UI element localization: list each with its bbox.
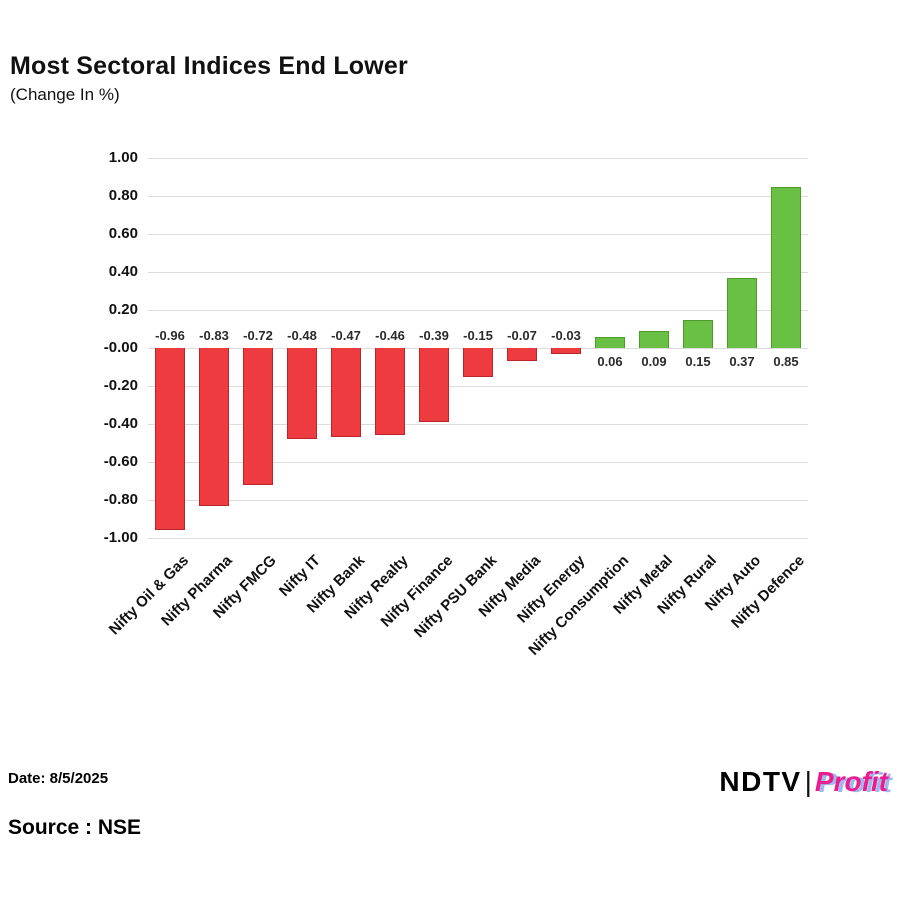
bar-chart: -0.96 -0.83 -0.72 -0.48 -0.47 -0.46 -0.39 -0.15… (0, 140, 900, 680)
gridline (148, 196, 808, 197)
bar-value-label: -0.72 (243, 328, 273, 343)
y-tick-label: -0.80 (103, 491, 138, 508)
gridline (148, 424, 808, 425)
date-label: Date: 8/5/2025 (8, 770, 109, 787)
bar-nifty-bank (331, 348, 361, 438)
gridline (148, 234, 808, 235)
bar-value-label: -0.07 (507, 328, 537, 343)
y-tick-label: -0.60 (103, 453, 138, 470)
y-tick-label: 0.60 (108, 225, 138, 242)
bar-nifty-auto (727, 277, 757, 348)
gridline (148, 272, 808, 273)
bar-value-label: -0.48 (287, 328, 317, 343)
bar-value-label: 0.09 (641, 354, 667, 369)
bar-nifty-consumption (595, 336, 625, 348)
bar-value-label: 0.85 (773, 354, 799, 369)
plot-area: -0.96 -0.83 -0.72 -0.48 -0.47 -0.46 -0.39 -0.15… (148, 158, 808, 539)
source-label: Source : NSE (8, 816, 142, 839)
bar-nifty-psu-bank (463, 348, 493, 377)
y-tick-label: -0.40 (103, 415, 138, 432)
ndtv-profit-logo: NDTV | Profit (719, 766, 888, 798)
gridline (148, 386, 808, 387)
y-tick-label: 0.40 (108, 263, 138, 280)
gridline (148, 538, 808, 539)
bar-nifty-rural (683, 319, 713, 348)
ndtv-logo-text: NDTV (719, 766, 802, 797)
bar-value-label: -0.83 (199, 328, 229, 343)
gridline (148, 500, 808, 501)
bar-nifty-fmcg (243, 348, 273, 485)
y-tick-label: 0.80 (108, 187, 138, 204)
bar-value-label: -0.47 (331, 328, 361, 343)
gridline (148, 462, 808, 463)
gridline (148, 158, 808, 159)
bar-value-label: 0.06 (597, 354, 623, 369)
bar-nifty-pharma (199, 348, 229, 506)
y-tick-label: 0.20 (108, 301, 138, 318)
y-tick-label: -1.00 (103, 529, 138, 546)
bar-nifty-realty (375, 348, 405, 436)
gridline (148, 310, 808, 311)
bar-value-label: -0.15 (463, 328, 493, 343)
y-tick-label: 1.00 (108, 149, 138, 166)
bar-value-label: 0.15 (685, 354, 711, 369)
bar-nifty-oil-gas (155, 348, 185, 531)
logo-separator: | (804, 766, 812, 797)
bar-nifty-finance (419, 348, 449, 423)
profit-logo-text: Profit (814, 766, 888, 797)
bar-nifty-energy (551, 348, 581, 354)
y-tick-label: -0.20 (103, 377, 138, 394)
bar-nifty-media (507, 348, 537, 362)
page-title: Most Sectoral Indices End Lower (10, 52, 408, 80)
bar-nifty-metal (639, 330, 669, 348)
bar-nifty-defence (771, 186, 801, 348)
bar-value-label: -0.46 (375, 328, 405, 343)
y-tick-label: -0.00 (103, 339, 138, 356)
page-subtitle: (Change In %) (10, 85, 120, 104)
bar-value-label: -0.96 (155, 328, 185, 343)
bar-value-label: -0.03 (551, 328, 581, 343)
bar-value-label: 0.37 (729, 354, 755, 369)
bar-nifty-it (287, 348, 317, 440)
bar-value-label: -0.39 (419, 328, 449, 343)
